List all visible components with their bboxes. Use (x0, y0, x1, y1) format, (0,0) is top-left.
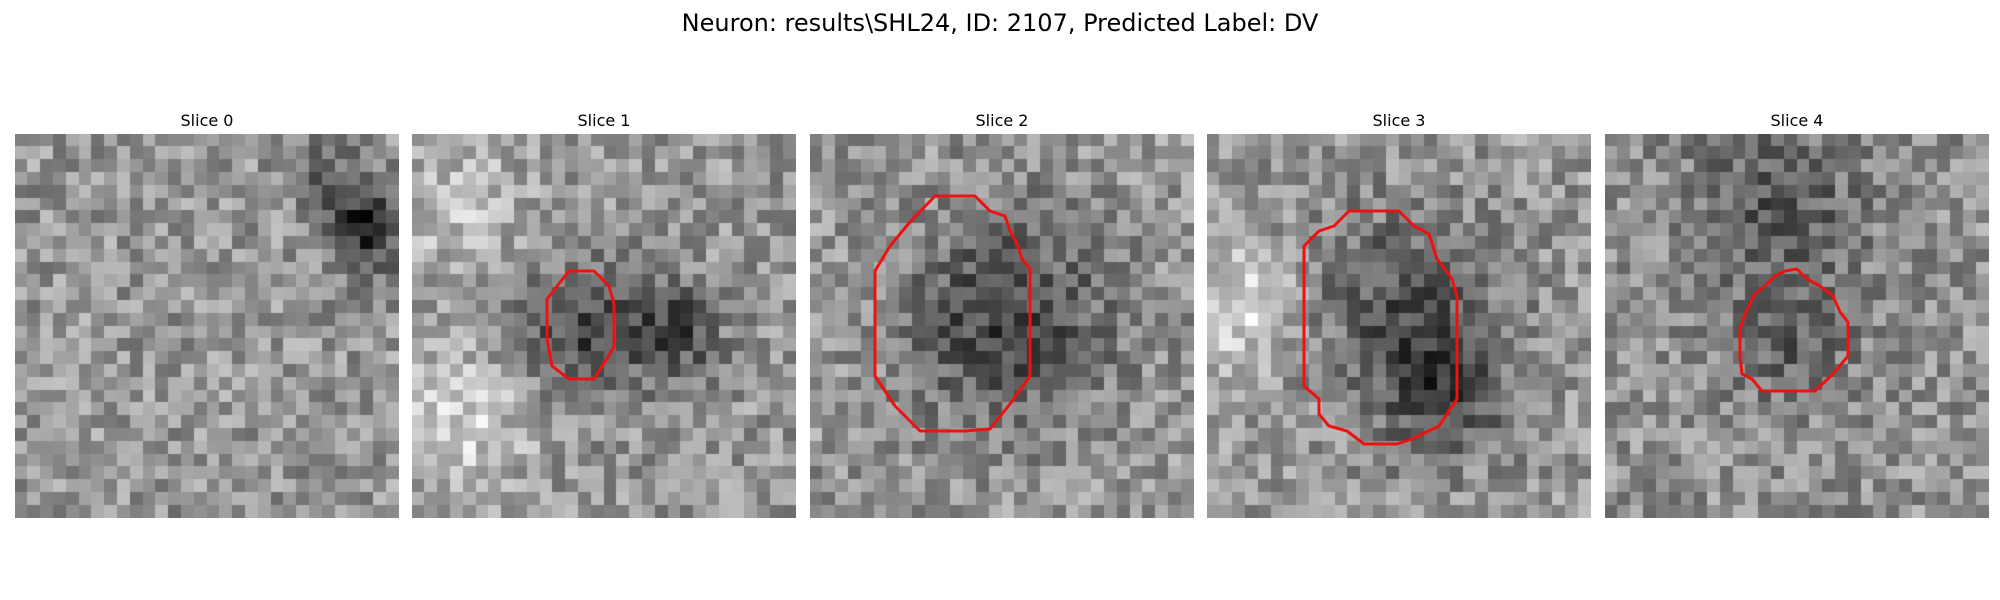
slice-image (1605, 134, 1989, 518)
slice-panel-1: Slice 1 (412, 108, 796, 518)
slice-image (15, 134, 399, 518)
slice-title: Slice 1 (577, 111, 631, 130)
slice-image (412, 134, 796, 518)
slice-panel-0: Slice 0 (15, 108, 399, 518)
slice-panel-4: Slice 4 (1605, 108, 1989, 518)
slice-panel-3: Slice 3 (1207, 108, 1591, 518)
slice-title: Slice 2 (975, 111, 1029, 130)
slice-image (1207, 134, 1591, 518)
slice-panel-2: Slice 2 (810, 108, 1194, 518)
slice-title: Slice 3 (1372, 111, 1426, 130)
slice-title: Slice 0 (180, 111, 234, 130)
slice-image (810, 134, 1194, 518)
slice-title: Slice 4 (1770, 111, 1824, 130)
figure-title: Neuron: results\SHL24, ID: 2107, Predict… (681, 9, 1319, 37)
